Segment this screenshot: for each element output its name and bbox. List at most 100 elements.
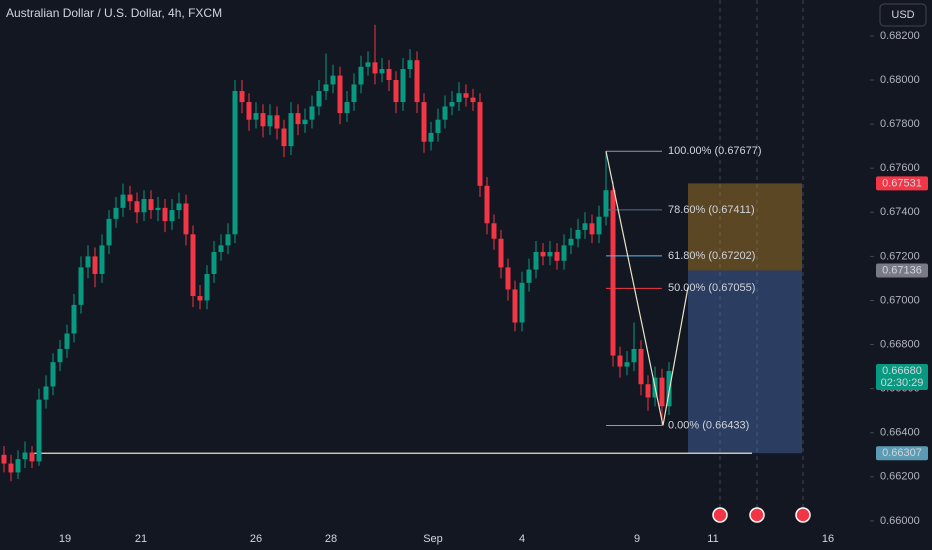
price-badge-label: 0.67531 (882, 177, 922, 189)
candle-body (78, 267, 84, 305)
x-tick-label: 11 (707, 533, 718, 545)
candle-body (568, 238, 574, 246)
price-badge (876, 364, 928, 391)
candle-body (470, 97, 476, 103)
candle-body (281, 128, 287, 147)
candle-body (624, 362, 630, 367)
candle-body (561, 245, 567, 261)
candle-body (134, 201, 140, 213)
candle-body (225, 234, 231, 246)
candle-body (50, 362, 56, 387)
candle-body (22, 452, 28, 460)
candle-body (421, 102, 427, 142)
y-tick-label: 0.68000 (880, 74, 920, 86)
candle-body (302, 119, 308, 125)
candle-body (288, 113, 294, 147)
candle-body (162, 207, 168, 222)
candle-body (638, 348, 644, 385)
candle-body (148, 199, 154, 211)
candle-body (57, 348, 63, 363)
candle-body (379, 68, 385, 74)
candle-body (554, 251, 560, 261)
candle-body (85, 256, 91, 268)
candle-body (106, 218, 112, 246)
y-tick-label: 0.66400 (880, 427, 920, 439)
position-loss (688, 270, 802, 454)
candle-body (295, 113, 301, 125)
candle-body (498, 238, 504, 268)
candle-body (155, 207, 161, 211)
price-badge (876, 263, 928, 278)
currency-button[interactable] (879, 3, 927, 27)
fib-label: 61.80% (0.67202) (668, 250, 755, 262)
x-tick-label: 9 (634, 533, 640, 545)
zigzag (605, 151, 689, 426)
candle-body (330, 75, 336, 85)
candle-body (533, 251, 539, 270)
y-tick-label: 0.67000 (880, 294, 920, 306)
currency-label[interactable]: USD (891, 9, 914, 21)
event-flag[interactable] (749, 507, 765, 523)
candle-body (372, 62, 378, 74)
candle-body (113, 207, 119, 219)
y-tick-label: 0.68200 (880, 30, 920, 42)
candle-body (526, 269, 532, 283)
fib-label: 0.00% (0.66433) (668, 419, 749, 431)
candle-body (505, 267, 511, 290)
y-tick-label: 0.67400 (880, 206, 920, 218)
candle-body (407, 60, 413, 69)
event-flag[interactable] (795, 507, 811, 523)
candle-body (645, 384, 651, 398)
candle-body (64, 333, 70, 349)
candle-body (351, 84, 357, 103)
candle-body (666, 371, 672, 407)
position-profit (688, 183, 802, 271)
candle-body (211, 251, 217, 275)
x-tick-label: 19 (59, 533, 71, 545)
candle-body (358, 66, 364, 85)
candle-body (596, 216, 602, 235)
candle-body (428, 132, 434, 142)
candle-body (141, 199, 147, 213)
y-tick-label: 0.67200 (880, 250, 920, 262)
candle-body (617, 355, 623, 367)
candle-body (127, 194, 133, 202)
candle-body (456, 93, 462, 103)
candle-body (463, 93, 469, 98)
chart-title: Australian Dollar / U.S. Dollar, 4h, FXC… (6, 6, 222, 20)
price-badge (876, 176, 928, 191)
candle-body (197, 296, 203, 301)
x-tick-label: 28 (325, 533, 337, 545)
event-flags[interactable] (712, 507, 811, 523)
event-flag[interactable] (712, 507, 728, 523)
candle-body (169, 210, 175, 222)
candle-body (414, 60, 420, 103)
candle-body (309, 106, 315, 120)
candle-body (176, 203, 182, 211)
candle-body (99, 245, 105, 275)
candle-body (218, 245, 224, 252)
candle-body (190, 234, 196, 297)
candle-body (323, 84, 329, 92)
candle-body (540, 251, 546, 257)
x-tick-label: 26 (250, 533, 262, 545)
price-badge (876, 446, 928, 461)
price-badge-label: 0.66307 (882, 447, 922, 459)
candle-body (393, 80, 399, 103)
candle-body (267, 115, 273, 127)
candle-body (344, 102, 350, 114)
candle-body (512, 289, 518, 323)
candle-body (589, 223, 595, 235)
fib-label: 78.60% (0.67411) (668, 204, 755, 216)
candle-body (442, 106, 448, 120)
candle-body (519, 282, 525, 323)
candle-body (582, 223, 588, 230)
candle-body (232, 91, 238, 235)
candle-body (183, 203, 189, 235)
candle-body (92, 256, 98, 275)
candle-body (253, 113, 259, 120)
y-tick-label: 0.66800 (880, 338, 920, 350)
candle-body (1, 454, 7, 464)
y-tick-label: 0.67800 (880, 118, 920, 130)
